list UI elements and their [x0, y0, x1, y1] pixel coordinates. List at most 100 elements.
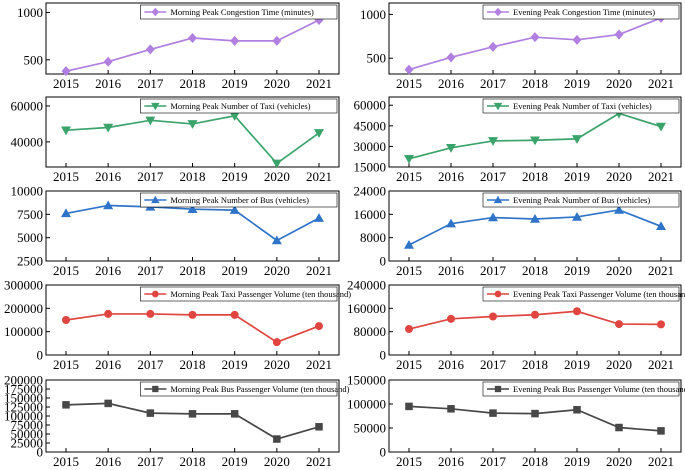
legend: Morning Peak Congestion Time (minutes) [140, 4, 338, 20]
y-tick-label: 100000 [347, 397, 386, 412]
data-point [489, 409, 497, 417]
x-tick-label: 2017 [480, 357, 507, 372]
y-tick-label: 50000 [354, 421, 387, 436]
x-tick-label: 2015 [396, 169, 422, 184]
legend: Morning Peak Bus Passenger Volume (ten t… [140, 381, 350, 397]
x-tick-label: 2017 [137, 454, 164, 469]
data-point [273, 435, 281, 443]
data-point [103, 56, 113, 67]
data-point [530, 214, 540, 223]
x-tick-label: 2018 [522, 454, 548, 469]
chart-panel-9: 2015 2016 2017 2018 2019 2020 2021 025000500007… [4, 373, 350, 470]
legend-box [140, 286, 338, 302]
y-tick-label: 25000 [11, 436, 44, 451]
y-tick-label: 50000 [11, 427, 44, 442]
y-tick-label: 60000 [11, 98, 44, 113]
x-tick-label: 2017 [480, 76, 507, 91]
chart-panel-3: 2015 2016 2017 2018 2019 2020 2021 40000 60000 Mo… [11, 96, 340, 184]
x-tick-label: 2016 [95, 454, 122, 469]
legend-marker [151, 195, 160, 204]
chart-panel-1: 2015 2016 2017 2018 2019 2020 2021 500 1000 Morni… [17, 2, 340, 91]
x-tick-label: 2015 [53, 169, 79, 184]
data-point [615, 423, 623, 432]
legend-label: Evening Peak Congestion Time (minutes) [513, 7, 655, 17]
data-point [488, 41, 498, 52]
y-tick-label: 8000 [360, 230, 386, 245]
legend-box [482, 381, 680, 397]
x-tick-label: 2017 [480, 454, 507, 469]
x-tick-label: 2015 [53, 76, 79, 91]
y-tick-label: 10000 [11, 184, 44, 199]
legend: Evening Peak Number of Taxi (vehicles) [482, 98, 680, 114]
data-point [572, 135, 582, 144]
data-point [572, 34, 582, 45]
legend-box [482, 4, 680, 20]
x-tick-label: 2016 [438, 454, 465, 469]
data-point [657, 427, 665, 435]
y-tick-label: 0 [380, 348, 387, 363]
data-point [146, 309, 155, 318]
x-tick-label: 2015 [396, 263, 422, 278]
chart-panel-5: 2015 2016 2017 2018 2019 2020 2021 2500 5000 7500… [11, 184, 340, 278]
legend: Morning Peak Number of Taxi (vehicles) [140, 98, 338, 114]
legend-label: Morning Peak Number of Bus (vehicles) [170, 195, 309, 205]
legend-box [140, 4, 338, 20]
data-point [530, 32, 540, 43]
data-point [405, 402, 413, 411]
y-tick-label: 175000 [4, 382, 43, 397]
data-point [146, 409, 155, 417]
x-tick-label: 2019 [564, 76, 590, 91]
x-tick-label: 2019 [222, 76, 248, 91]
y-tick-label: 40000 [11, 134, 44, 149]
x-tick-label: 2019 [564, 454, 590, 469]
x-tick-label: 2017 [137, 357, 164, 372]
legend-label: Morning Peak Congestion Time (minutes) [170, 7, 314, 17]
legend: Evening Peak Bus Passenger Volume (ten t… [482, 381, 685, 397]
data-point [188, 33, 197, 44]
x-tick-label: 2019 [564, 263, 590, 278]
data-point [314, 213, 324, 222]
data-point [272, 35, 282, 46]
data-point [103, 123, 114, 133]
data-point [573, 406, 581, 414]
x-tick-label: 2018 [180, 357, 206, 372]
x-tick-label: 2017 [137, 169, 164, 184]
legend-box [482, 192, 680, 208]
data-point [615, 320, 623, 329]
data-point [272, 338, 281, 347]
y-tick-label: 500 [24, 52, 44, 67]
y-tick-label: 15000 [354, 160, 387, 175]
x-tick-label: 2021 [306, 76, 332, 91]
data-point [314, 129, 324, 138]
y-tick-label: 75000 [11, 418, 44, 433]
data-point [656, 221, 666, 231]
legend-box [140, 381, 338, 397]
data-point [315, 322, 323, 331]
data-point [230, 310, 239, 319]
series-line [65, 402, 320, 440]
x-tick-label: 2016 [438, 357, 465, 372]
data-point [229, 112, 240, 121]
y-tick-label: 80000 [354, 324, 387, 339]
y-tick-label: 150000 [4, 391, 43, 406]
data-point [145, 44, 155, 55]
y-tick-label: 1000 [17, 5, 43, 20]
x-tick-label: 2021 [648, 169, 674, 184]
y-tick-label: 0 [380, 445, 387, 460]
x-tick-label: 2018 [522, 76, 548, 91]
x-tick-label: 2017 [480, 169, 507, 184]
legend-marker [151, 290, 159, 298]
legend-box [140, 192, 338, 208]
x-tick-label: 2020 [606, 76, 632, 91]
x-tick-label: 2020 [264, 454, 290, 469]
y-tick-label: 30000 [354, 139, 387, 154]
data-point [446, 218, 456, 228]
x-tick-label: 2015 [396, 76, 422, 91]
x-tick-label: 2016 [438, 169, 465, 184]
chart-panel-2: 2015 2016 2017 2018 2019 2020 2021 500 1000 Eveni… [360, 2, 682, 91]
x-tick-label: 2020 [264, 357, 290, 372]
legend-marker [151, 102, 160, 111]
y-tick-label: 0 [380, 254, 387, 269]
data-point [404, 155, 414, 164]
data-point [61, 126, 71, 136]
